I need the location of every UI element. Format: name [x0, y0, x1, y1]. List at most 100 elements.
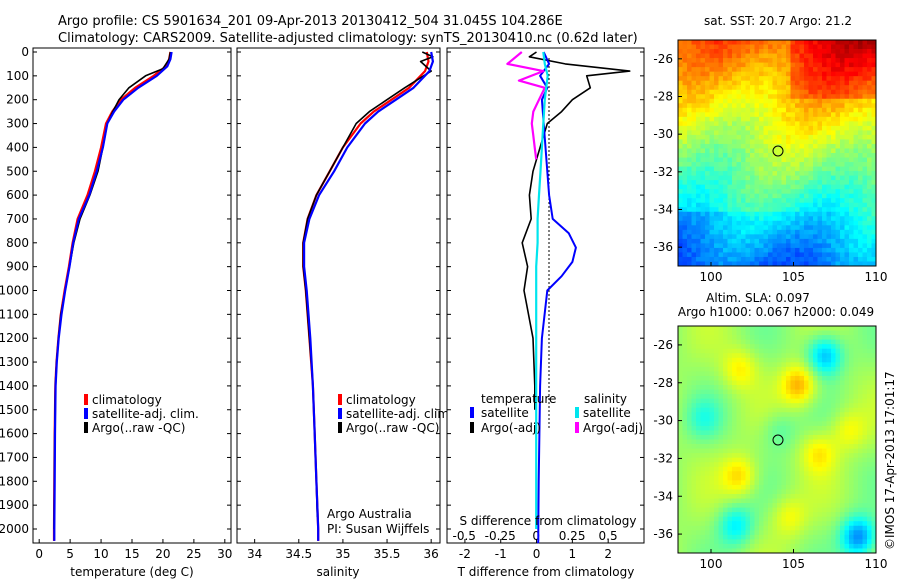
sst-cell [844, 256, 850, 262]
sla-cell [678, 503, 683, 508]
sla-cell [732, 403, 737, 409]
sst-cell [795, 103, 800, 109]
sst-cell [678, 234, 683, 240]
sla-cell [741, 434, 746, 440]
sla-cell [799, 353, 805, 359]
sla-cell [795, 412, 800, 418]
difference-series [506, 51, 631, 544]
sst-cell [799, 252, 805, 258]
sst-cell [844, 89, 850, 95]
sst-cell [741, 162, 746, 167]
sst-cell [741, 225, 746, 231]
sst-cell [718, 53, 724, 59]
sla-cell [799, 407, 805, 413]
sst-cell [804, 112, 809, 118]
sla-cell [831, 457, 836, 463]
sla-cell [858, 512, 863, 518]
sst-cell [705, 148, 710, 154]
sla-cell [745, 525, 751, 531]
sst-cell [835, 89, 841, 95]
sst-cell [759, 143, 764, 149]
sst-cell [826, 256, 832, 262]
sst-cell [750, 202, 755, 208]
sla-cell [831, 548, 836, 554]
sst-cell [696, 261, 701, 267]
sla-cell [867, 394, 872, 400]
sst-cell [840, 256, 845, 262]
sla-cell [750, 434, 755, 440]
sla-cell [772, 516, 778, 522]
sla-cell [705, 425, 710, 431]
sla-cell [736, 330, 742, 336]
sst-cell [714, 153, 719, 158]
sst-cell [853, 89, 859, 95]
sla-cell [750, 521, 755, 527]
sla-cell [826, 421, 832, 427]
sst-cell [754, 238, 760, 244]
sla-cell [781, 348, 787, 354]
depth-tick-label: 400 [6, 140, 29, 154]
sst-cell [682, 67, 688, 73]
sst-cell [696, 216, 701, 222]
sla-cell [682, 421, 688, 427]
sst-cell [727, 157, 733, 163]
sla-cell [804, 353, 809, 359]
sla-cell [732, 439, 737, 445]
sst-cell [871, 130, 877, 136]
sst-cell [696, 198, 701, 204]
sla-cell [781, 353, 787, 359]
sst-cell [732, 89, 737, 95]
sst-cell [696, 134, 701, 140]
sst-cell [750, 98, 755, 104]
sla-cell [763, 425, 769, 431]
sla-cell [817, 462, 823, 468]
sla-cell [813, 480, 818, 486]
sla-cell [741, 330, 746, 336]
sla-cell [858, 448, 863, 454]
sst-cell [705, 166, 710, 172]
sst-cell [763, 49, 769, 54]
sst-cell [691, 40, 697, 45]
sst-cell [723, 220, 728, 226]
sla-cell [763, 344, 769, 350]
sst-cell [682, 247, 688, 253]
sla-cell [714, 385, 719, 390]
sla-cell [840, 362, 845, 368]
sst-cell [691, 162, 697, 167]
sst-cell [858, 189, 863, 195]
sst-cell [795, 229, 800, 235]
sla-cell [754, 416, 760, 422]
sla-cell [786, 539, 791, 545]
sst-cell [867, 44, 872, 50]
sla-cell [732, 398, 737, 404]
sst-cell [795, 207, 800, 213]
sla-cell [727, 448, 733, 454]
sla-cell [750, 448, 755, 454]
salinity-note-line2: PI: Susan Wijffels [327, 522, 429, 536]
x-tick-label: 36 [424, 547, 439, 561]
sla-cell [826, 366, 832, 372]
sla-cell [858, 344, 863, 350]
sst-cell [682, 94, 688, 100]
sst-cell [750, 220, 755, 226]
sla-cell [696, 407, 701, 413]
sst-cell [732, 112, 737, 118]
sla-cell [763, 507, 769, 513]
sst-cell [763, 202, 769, 208]
sst-cell [736, 89, 742, 95]
sst-cell [741, 252, 746, 258]
sla-cell [790, 534, 796, 540]
sst-cell [871, 80, 877, 86]
sst-cell [781, 143, 787, 149]
lon-tick-label: 105 [782, 557, 805, 571]
sst-cell [799, 130, 805, 136]
sla-cell [790, 344, 796, 350]
sst-cell [759, 211, 764, 217]
sla-cell [813, 439, 818, 445]
sla-cell [696, 498, 701, 504]
sst-cell [745, 247, 751, 253]
sst-cell [867, 198, 872, 204]
sla-cell [804, 480, 809, 486]
sla-cell [817, 326, 823, 331]
sst-cell [808, 229, 814, 235]
